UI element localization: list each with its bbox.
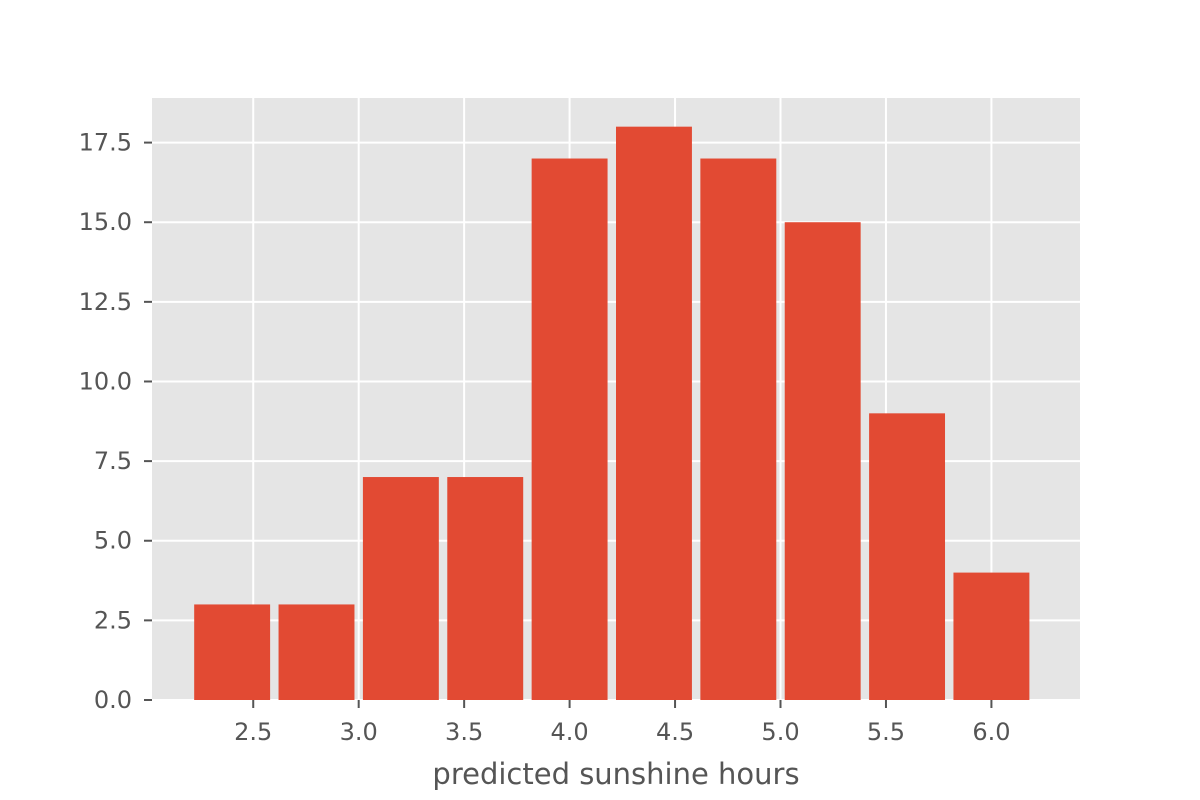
y-tick-label: 12.5: [79, 288, 132, 316]
histogram-bar-2: [278, 604, 355, 700]
x-tick-label: 3.5: [445, 718, 483, 746]
histogram-bar-7: [700, 158, 777, 700]
y-tick-label: 2.5: [94, 606, 132, 634]
x-tick-label: 3.0: [340, 718, 378, 746]
y-tick-label: 0.0: [94, 686, 132, 714]
x-tick-label: 2.5: [234, 718, 272, 746]
x-tick-label: 5.0: [761, 718, 799, 746]
histogram-bar-8: [784, 222, 861, 700]
histogram-bar-10: [953, 572, 1030, 700]
y-tick-label: 10.0: [79, 367, 132, 395]
x-tick-label: 5.5: [867, 718, 905, 746]
y-axis-ticks: 0.0 2.5 5.0 7.5 10.0 12.5 15.0 17.5: [79, 129, 152, 714]
y-tick-label: 5.0: [94, 527, 132, 555]
histogram-bar-9: [869, 413, 946, 700]
histogram-bar-1: [194, 604, 271, 700]
histogram-bar-4: [447, 477, 524, 700]
x-tick-label: 4.5: [656, 718, 694, 746]
x-tick-label: 6.0: [972, 718, 1010, 746]
y-tick-label: 7.5: [94, 447, 132, 475]
y-tick-label: 17.5: [79, 129, 132, 157]
histogram-bar-6: [616, 126, 692, 700]
x-axis-title: predicted sunshine hours: [432, 757, 799, 791]
x-tick-label: 4.0: [551, 718, 589, 746]
bars: [194, 126, 1030, 700]
histogram-bar-5: [531, 158, 608, 700]
x-axis-ticks: 2.5 3.0 3.5 4.0 4.5 5.0 5.5 6.0: [234, 700, 1011, 746]
histogram-bar-3: [362, 477, 439, 700]
y-tick-label: 15.0: [79, 208, 132, 236]
